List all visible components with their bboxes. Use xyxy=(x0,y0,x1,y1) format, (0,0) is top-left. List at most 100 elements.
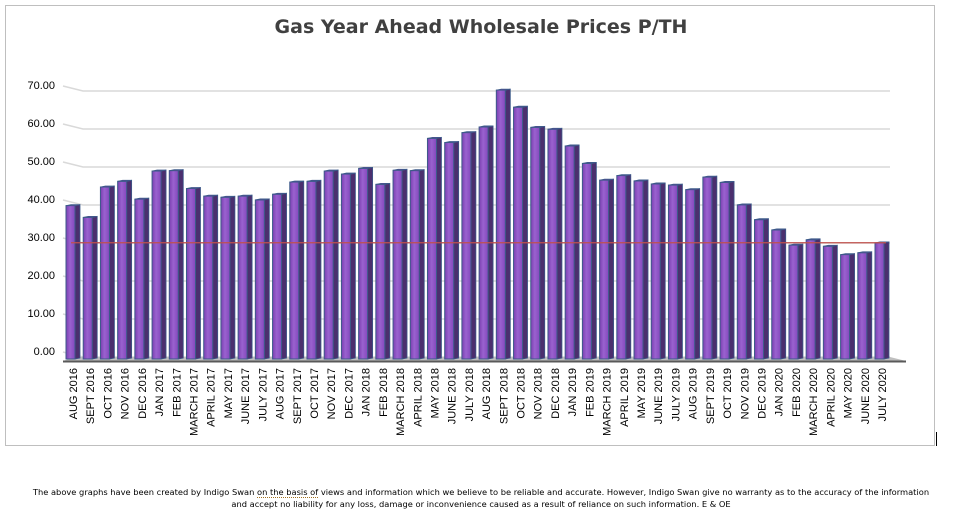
bar-side xyxy=(677,183,683,360)
bar-side xyxy=(642,179,649,360)
bar-side xyxy=(780,228,787,360)
x-tick-label: JUNE 2020 xyxy=(860,368,872,424)
bar-top xyxy=(857,251,872,254)
bar-front xyxy=(185,188,196,360)
bar-top xyxy=(633,179,649,182)
bar xyxy=(203,194,219,360)
bar-top xyxy=(238,194,253,197)
bar-top xyxy=(186,187,201,189)
bar-top xyxy=(582,162,597,164)
x-tick-label: FEB 2019 xyxy=(584,368,596,417)
bar xyxy=(392,168,408,360)
bar-side xyxy=(281,192,287,360)
x-tick-label: DEC 2017 xyxy=(343,368,355,419)
bar-front xyxy=(633,180,644,360)
plot-area: 0.0010.0020.0030.0040.0050.0060.0070.00 … xyxy=(27,80,906,436)
bar xyxy=(685,188,701,360)
bar-side xyxy=(849,253,855,360)
bar xyxy=(754,218,769,360)
bar xyxy=(719,180,735,360)
bar xyxy=(340,172,356,360)
bar-front xyxy=(306,180,317,360)
bar-front xyxy=(513,106,524,360)
bar-front xyxy=(857,252,868,360)
bar xyxy=(788,243,804,360)
bar-front xyxy=(547,128,558,360)
x-tick-label: DEC 2016 xyxy=(137,368,149,419)
bar-side xyxy=(109,185,115,360)
bar-top xyxy=(169,169,184,172)
bar-top xyxy=(788,243,804,246)
x-tick-label: NOV 2019 xyxy=(739,368,751,419)
bar xyxy=(513,105,528,360)
bar xyxy=(82,215,98,360)
bar-side xyxy=(263,198,270,360)
bar-top xyxy=(599,178,614,181)
bar xyxy=(840,253,855,360)
bar-top xyxy=(685,188,700,191)
bar xyxy=(289,180,305,360)
bar xyxy=(547,127,563,360)
bar xyxy=(771,228,787,360)
bar-top xyxy=(427,136,442,139)
bar-front xyxy=(788,244,799,360)
bar-side xyxy=(504,88,511,360)
bar-front xyxy=(272,193,283,360)
x-tick-label: JAN 2020 xyxy=(774,368,786,416)
y-tick-label: 0.00 xyxy=(34,346,55,358)
bar-front xyxy=(564,145,575,360)
bar-side xyxy=(797,243,804,360)
bar xyxy=(616,174,632,360)
x-tick-label: MARCH 2017 xyxy=(188,368,200,436)
bars xyxy=(65,88,890,360)
bar-side xyxy=(350,172,356,360)
bar-front xyxy=(685,189,696,360)
x-tick-label: OCT 2018 xyxy=(516,368,528,419)
x-tick-label: JULY 2017 xyxy=(257,368,269,421)
disclaimer-text: The above graphs have been created by In… xyxy=(32,487,258,497)
x-tick-label: MAY 2018 xyxy=(429,368,441,418)
bar-top xyxy=(83,215,98,218)
bar-side xyxy=(160,169,167,360)
bar-top xyxy=(651,182,666,185)
bar-front xyxy=(168,170,179,360)
x-tick-label: MAY 2020 xyxy=(843,368,855,418)
bar xyxy=(185,187,201,360)
bar xyxy=(323,169,339,360)
y-axis-ticks: 0.00 10.00 20.00 30.00 40.00 50.00 60.00 70.00 xyxy=(27,80,55,358)
x-tick-label: MAY 2019 xyxy=(636,368,648,418)
bar-front xyxy=(736,204,747,360)
bar xyxy=(151,169,167,360)
bar-top xyxy=(702,175,717,178)
bar-top xyxy=(289,180,304,183)
x-tick-label: JAN 2018 xyxy=(361,368,373,416)
x-tick-label: JUNE 2017 xyxy=(240,368,252,424)
x-tick-label: APRIL 2018 xyxy=(412,368,424,427)
bar xyxy=(599,178,614,360)
x-tick-label: SEPT 2019 xyxy=(705,368,717,424)
x-tick-label: SEPT 2018 xyxy=(498,368,510,424)
bar-top xyxy=(203,194,218,197)
bar-side xyxy=(367,166,374,360)
bar-front xyxy=(805,239,816,360)
bar-side xyxy=(556,127,563,360)
disclaimer-underlined-text: on the basis of xyxy=(257,487,319,498)
bar-side xyxy=(212,194,219,360)
bar-side xyxy=(659,182,666,360)
x-tick-label: APRIL 2019 xyxy=(619,368,631,427)
x-axis-ticks: AUG 2016 SEPT 2016 OCT 2016 NOV 2016 DEC 201… xyxy=(68,368,889,436)
x-tick-label: AUG 2016 xyxy=(68,368,80,419)
x-tick-label: OCT 2019 xyxy=(722,368,734,419)
bar-side xyxy=(625,174,632,360)
bar-side xyxy=(470,131,477,360)
x-tick-label: OCT 2017 xyxy=(309,368,321,419)
bar-top xyxy=(565,144,580,147)
bar-front xyxy=(702,176,713,360)
bar-front xyxy=(461,132,472,360)
disclaimer-text: views and information which we believe t… xyxy=(318,487,930,497)
bar xyxy=(272,192,287,360)
bar-front xyxy=(117,180,128,360)
x-tick-label: DEC 2018 xyxy=(550,368,562,419)
bar-top xyxy=(547,127,563,130)
bar-side xyxy=(573,144,580,360)
